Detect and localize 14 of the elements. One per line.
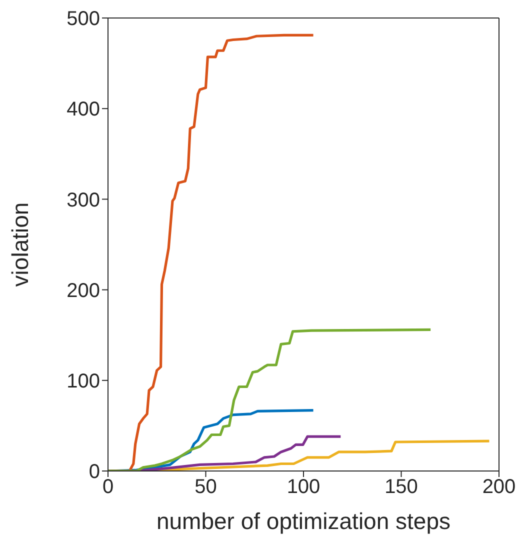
y-tick-label: 300	[66, 189, 100, 212]
x-tick-label: 50	[194, 476, 217, 498]
y-tick-label: 400	[66, 98, 100, 121]
y-tick-label: 500	[66, 8, 100, 30]
line-series	[108, 328, 432, 471]
x-tick-label: 200	[482, 476, 516, 498]
x-tick-label: 100	[286, 476, 320, 498]
x-tick-label: 0	[102, 476, 114, 498]
x-tick-label: 150	[384, 476, 418, 498]
y-tick-label: 100	[66, 370, 100, 392]
y-tick-label: 200	[66, 280, 100, 302]
y-tick-label: 0	[88, 461, 100, 484]
y-axis-title: violation	[7, 202, 34, 287]
x-axis-title: number of optimization steps	[156, 508, 451, 534]
